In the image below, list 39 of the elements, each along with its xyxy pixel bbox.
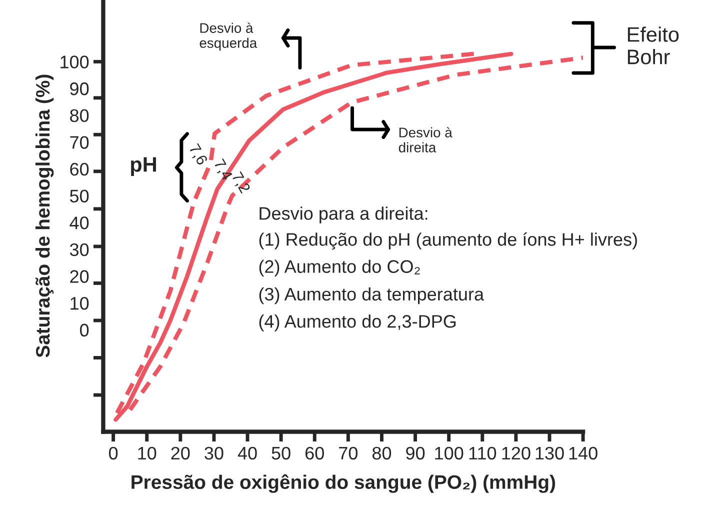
x-tick-label: 110 (469, 446, 496, 460)
annotation: Desvio para a direita: (260, 206, 428, 224)
x-tick-label: 0 (108, 446, 118, 460)
annotation: (2) Aumento do CO₂ (259, 260, 420, 277)
x-tick-label: 90 (406, 446, 425, 460)
annotation: Desvio à esquerda (200, 22, 258, 51)
y-tick-label: 70 (70, 136, 89, 149)
text: Efeito Bohr (628, 26, 679, 64)
y-tick-label: 80 (70, 109, 89, 122)
x-tick-label: 70 (339, 446, 358, 460)
text: 7,6 (187, 143, 208, 167)
x-tick-label: 80 (372, 446, 392, 460)
x-tick-label: 40 (238, 446, 257, 460)
y-tick-label: 50 (70, 190, 89, 202)
x-tick-label: 60 (306, 446, 324, 460)
annotation: (3) Aumento da temperatura (259, 287, 484, 304)
y-tick-label: 90 (70, 82, 89, 96)
y-tick-label: 40 (70, 216, 89, 230)
x-tick-label: 50 (272, 446, 290, 460)
y-tick-label: 100 (60, 56, 89, 68)
annotation: Desvio à direita (398, 127, 452, 152)
annotation: (4) Aumento do 2,3-DPG (259, 314, 456, 332)
x-tick-label: 30 (204, 446, 224, 460)
text: 7,4 (212, 158, 233, 182)
y-axis-title: Saturação de hemoglobina (%) (35, 74, 54, 358)
y-tick-label: 0 (80, 324, 89, 337)
y-tick-label: 60 (70, 162, 89, 176)
x-tick-label: 120 (502, 446, 530, 460)
annotation: pH (131, 157, 156, 176)
x-tick-label: 140 (569, 446, 598, 460)
x-tick-label: 10 (138, 446, 156, 460)
y-tick-label: 30 (70, 243, 89, 256)
x-axis-title: Pressão de oxigênio do sangue (PO₂) (mmHg) (132, 474, 556, 493)
y-tick-label: 10 (70, 296, 89, 310)
x-tick-label: 130 (536, 446, 564, 460)
x-tick-label: 100 (435, 446, 464, 460)
y-tick-label: 20 (70, 270, 89, 283)
x-tick-label: 20 (171, 446, 190, 460)
annotation: (1) Redução do pH (aumento de íons H+ livres) (259, 232, 637, 250)
